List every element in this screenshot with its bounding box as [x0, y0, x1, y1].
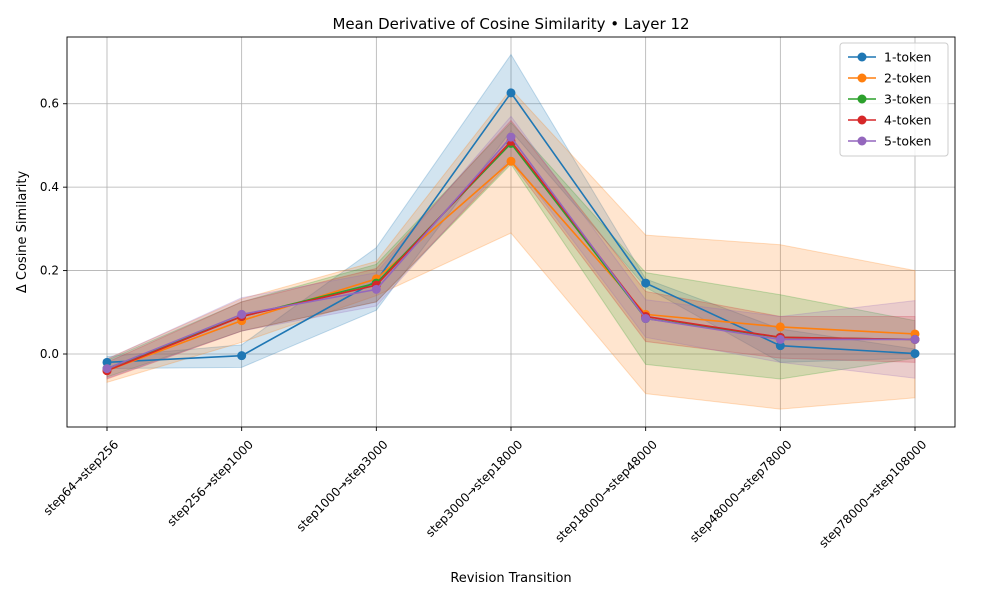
data-point: [237, 351, 247, 361]
legend: 1-token 2-token 3-token 4-token 5-token: [839, 42, 949, 157]
legend-box: [839, 42, 949, 157]
data-point: [775, 334, 785, 344]
y-tick-label: 0.0: [40, 347, 59, 361]
data-point: [371, 284, 381, 294]
legend-marker-5: [857, 136, 867, 146]
confidence-band-1: [106, 53, 916, 370]
y-axis-label: Δ Cosine Similarity: [15, 171, 30, 294]
data-point: [910, 349, 920, 359]
y-tick-label: 0.2: [40, 264, 59, 278]
data-point: [506, 132, 516, 142]
confidence-band-5: [106, 115, 916, 379]
y-tick-label: 0.4: [40, 180, 59, 194]
data-point: [641, 314, 651, 324]
legend-label-2: 2-token: [884, 71, 931, 86]
chart-title: Mean Derivative of Cosine Similarity • L…: [332, 15, 689, 33]
data-point: [910, 334, 920, 344]
legend-label-5: 5-token: [884, 134, 931, 149]
legend-marker-1: [857, 52, 867, 62]
x-axis-label: Revision Transition: [450, 571, 571, 586]
data-point: [102, 357, 112, 367]
legend-label-1: 1-token: [884, 50, 931, 65]
data-point: [775, 322, 785, 332]
legend-marker-2: [857, 73, 867, 83]
data-point: [237, 309, 247, 319]
legend-label-3: 3-token: [884, 92, 931, 107]
legend-marker-4: [857, 115, 867, 125]
data-point: [102, 364, 112, 374]
data-point: [775, 341, 785, 351]
y-tick-label: 0.6: [40, 97, 59, 111]
data-point: [641, 278, 651, 288]
data-point: [506, 156, 516, 166]
data-point: [506, 88, 516, 98]
legend-label-4: 4-token: [884, 113, 931, 128]
legend-marker-3: [857, 94, 867, 104]
